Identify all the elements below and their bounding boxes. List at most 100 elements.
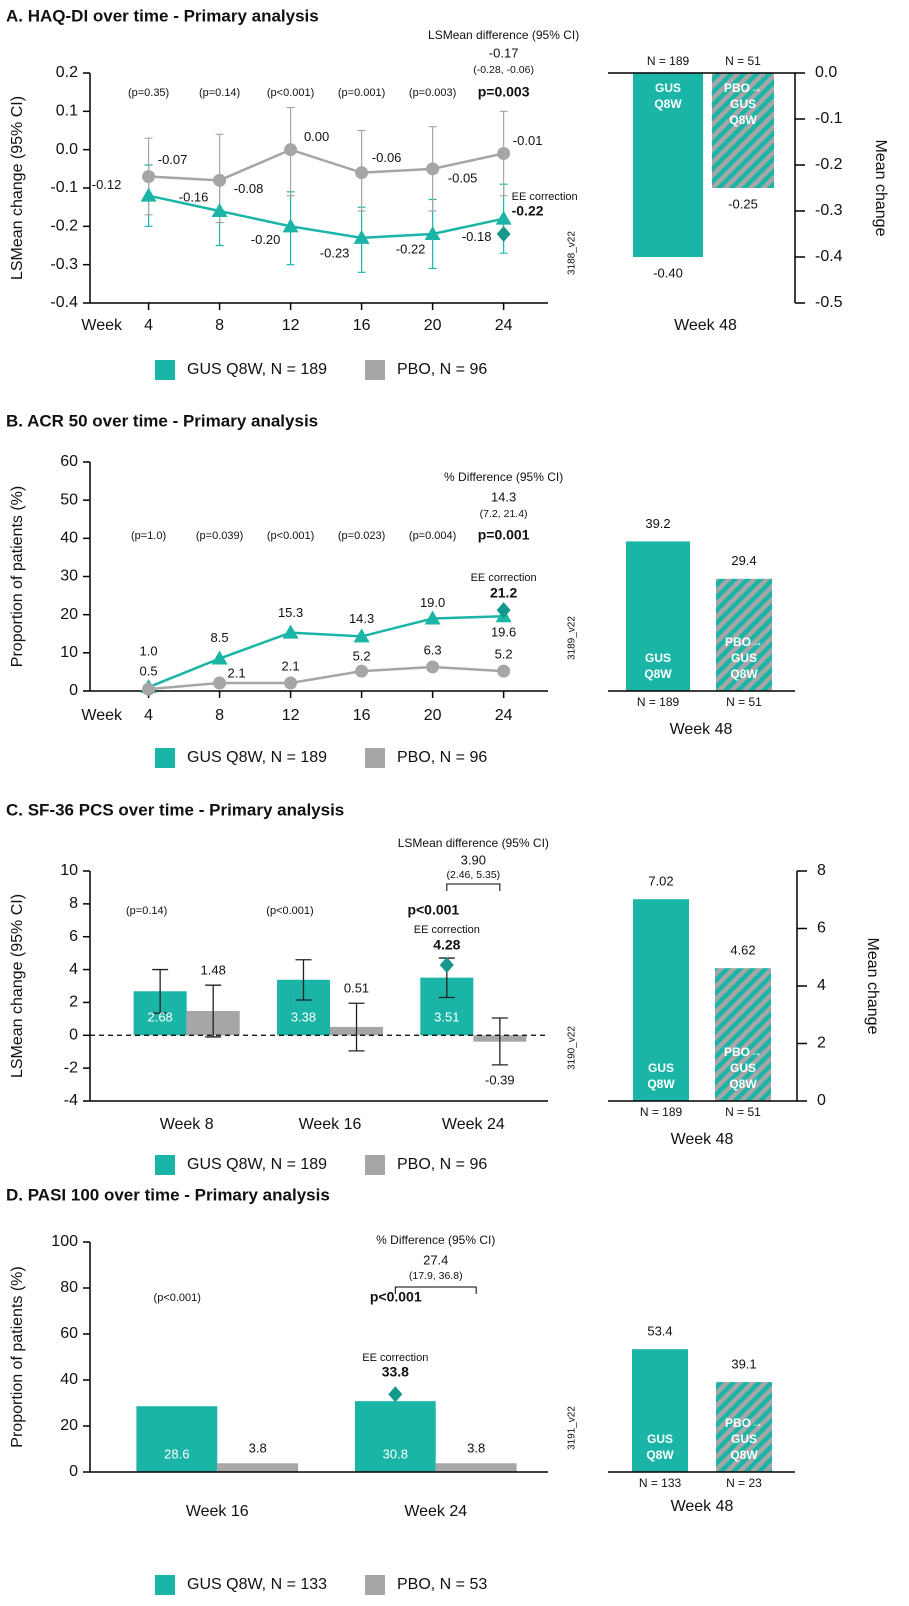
legend-swatch [155, 1575, 175, 1595]
bar-inside-label: Q8W [647, 1077, 675, 1091]
x-tick-label: Week 16 [186, 1503, 249, 1520]
marker [142, 170, 156, 183]
n-label: N = 23 [726, 1476, 762, 1490]
ee-marker [439, 956, 454, 973]
p-value: p=0.003 [478, 84, 530, 100]
value-label: 39.1 [731, 1357, 756, 1372]
value-label: -0.20 [251, 232, 281, 247]
p-value: (p<0.001) [266, 905, 313, 917]
figure-code: 3190_v22 [567, 1026, 578, 1070]
legend-label: GUS Q8W, N = 189 [187, 749, 327, 766]
value-label: 0.5 [140, 664, 158, 679]
y-tick-label: 60 [60, 1325, 78, 1342]
marker [353, 628, 370, 643]
x-tick-label: Week 16 [299, 1116, 362, 1133]
bar [715, 968, 771, 1101]
y-tick-label: 0 [817, 1092, 826, 1109]
value-label: 6.3 [424, 642, 442, 657]
n-label: N = 133 [639, 1476, 682, 1490]
value-label: -0.01 [513, 133, 543, 148]
p-value: (p<0.001) [154, 1292, 201, 1304]
difference-value: -0.17 [489, 45, 519, 60]
value-label: 14.3 [349, 611, 374, 626]
legend-swatch [365, 1575, 385, 1595]
series-line [148, 614, 504, 689]
bar [217, 1463, 299, 1472]
figure-code: 3191_v22 [567, 1406, 578, 1450]
p-value: (p=0.35) [128, 87, 169, 99]
p-value: (p<0.001) [267, 530, 314, 542]
value-label: -0.23 [320, 245, 350, 260]
error-bar [348, 1002, 365, 1052]
error-bar [205, 984, 222, 1038]
y-tick-label: 4 [69, 961, 78, 978]
ee-marker [496, 226, 511, 242]
ee-marker [388, 1386, 403, 1403]
x-tick-label: 4 [144, 707, 153, 724]
value-label: 39.2 [645, 516, 670, 531]
value-label: 0.00 [304, 129, 329, 144]
marker [355, 166, 369, 180]
y-tick-label: 10 [60, 644, 78, 661]
ee-value: -0.22 [512, 203, 544, 219]
value-label: 19.6 [491, 625, 516, 640]
marker [426, 660, 440, 674]
value-label: -0.40 [653, 265, 683, 280]
marker [282, 624, 299, 639]
y-axis-label: Mean change [872, 140, 889, 237]
difference-bracket [394, 1286, 477, 1294]
x-tick-label: Week 24 [442, 1116, 505, 1133]
bar-inside-label: GUS [731, 1432, 757, 1446]
y-tick-label: 30 [60, 568, 78, 585]
marker [284, 676, 298, 690]
y-tick-label: 0.0 [56, 141, 78, 158]
ee-value: 33.8 [382, 1364, 409, 1380]
y-tick-label: 0 [69, 1463, 78, 1480]
value-label: 2.1 [228, 665, 246, 680]
y-axis-label: Proportion of patients (%) [9, 1266, 26, 1447]
y-tick-label: 0.0 [815, 64, 837, 81]
value-label: 8.5 [211, 630, 229, 645]
n-label: N = 189 [647, 54, 690, 68]
x-tick-label: 16 [353, 317, 371, 334]
value-label: 3.8 [249, 1441, 267, 1456]
value-label: 29.4 [731, 553, 756, 568]
y-tick-label: -0.4 [815, 248, 843, 265]
x-axis-label: Week [81, 317, 123, 334]
difference-ci: (-0.28, -0.06) [473, 64, 534, 76]
ee-marker [496, 602, 511, 619]
y-tick-label: -0.3 [50, 256, 78, 273]
marker [495, 210, 512, 225]
value-label: 53.4 [647, 1324, 672, 1339]
bar-inside-label: Q8W [644, 667, 672, 681]
bar-inside-label: Q8W [729, 1077, 757, 1091]
y-axis-label: LSMean change (95% CI) [9, 96, 26, 280]
difference-value: 3.90 [461, 852, 486, 867]
y-tick-label: 40 [60, 1371, 78, 1388]
bar [136, 1406, 218, 1472]
legend-label: PBO, N = 96 [397, 361, 487, 378]
marker [424, 610, 441, 625]
chart-title: A. HAQ-DI over time - Primary analysis [6, 6, 319, 25]
x-tick-label: 12 [282, 317, 300, 334]
value-label: -0.39 [485, 1072, 515, 1087]
marker [284, 143, 298, 157]
legend-label: PBO, N = 96 [397, 749, 487, 766]
bar [716, 578, 772, 691]
difference-title: % Difference (95% CI) [444, 470, 563, 484]
y-tick-label: 0 [69, 682, 78, 699]
legend-label: GUS Q8W, N = 189 [187, 361, 327, 378]
bar-inside-label: Q8W [730, 667, 758, 681]
legend-label: GUS Q8W, N = 189 [187, 1156, 327, 1173]
y-tick-label: -0.3 [815, 202, 843, 219]
x-tick-label: 8 [215, 707, 224, 724]
series-line [148, 194, 504, 240]
x-tick-label: 12 [282, 707, 300, 724]
bar [626, 541, 690, 691]
value-label: 1.48 [201, 963, 226, 978]
difference-value: 14.3 [491, 489, 516, 504]
value-label: 3.8 [467, 1441, 485, 1456]
y-tick-label: 8 [69, 895, 78, 912]
